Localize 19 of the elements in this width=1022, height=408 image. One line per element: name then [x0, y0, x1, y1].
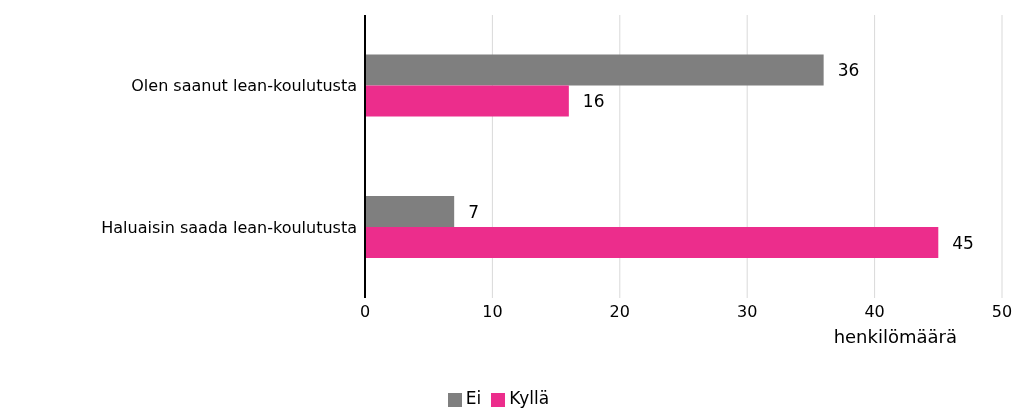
bar: [365, 196, 455, 228]
data-label: 7: [468, 201, 480, 222]
x-tick-label: 0: [359, 302, 371, 322]
bar: [365, 227, 939, 259]
x-tick-label: 20: [609, 302, 630, 322]
data-label: 36: [837, 60, 860, 81]
x-tick-label: 50: [991, 302, 1013, 322]
x-tick-label: 40: [864, 302, 885, 322]
legend-label: Kyllä: [509, 388, 550, 408]
y-tick-label: Haluaisin saada lean-koulutusta: [101, 217, 357, 237]
x-axis-title: henkilömäärä: [833, 326, 957, 347]
y-tick-label: Olen saanut lean-koulutusta: [131, 76, 357, 96]
data-label: 45: [952, 232, 974, 253]
x-tick-label: 10: [482, 302, 503, 322]
bar: [365, 54, 824, 86]
x-tick-label: 30: [737, 302, 758, 322]
bar: [365, 85, 569, 117]
data-label: 16: [582, 91, 605, 112]
legend-label: Ei: [465, 388, 482, 408]
